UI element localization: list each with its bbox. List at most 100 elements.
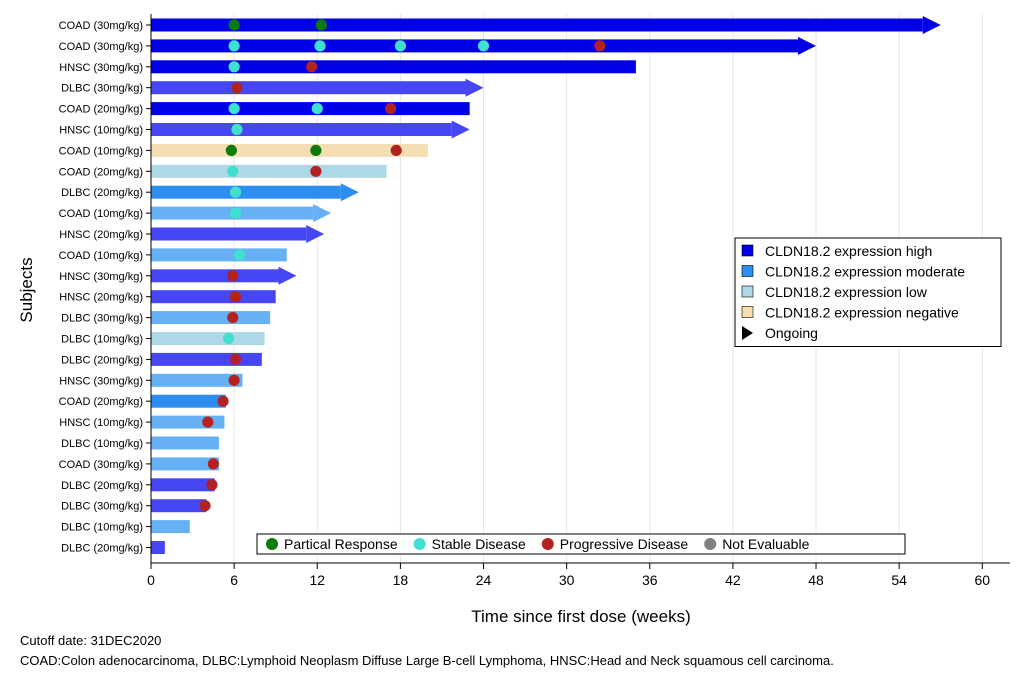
subject-label-5: HNSC (10mg/kg)	[59, 125, 143, 137]
x-axis-label: Time since first dose (weeks)	[471, 607, 690, 626]
response-legend: Partical Response Stable Disease Progressi…	[256, 533, 906, 555]
subject-bar-3	[151, 81, 466, 95]
response-marker-0-0	[228, 19, 240, 31]
response-marker-18-0	[217, 395, 229, 407]
legend-label-PR: Partical Response	[284, 536, 398, 552]
ongoing-arrow-8	[340, 183, 359, 202]
subject-bar-4	[151, 102, 470, 116]
x-tick-label-3: 18	[393, 572, 409, 588]
legend-marker-NE	[704, 538, 717, 550]
ongoing-arrow-10	[306, 225, 325, 243]
ongoing-arrow-0	[922, 16, 941, 34]
legend-label-SD: Stable Disease	[432, 536, 526, 552]
response-marker-6-0	[225, 144, 237, 156]
subject-label-15: DLBC (10mg/kg)	[61, 334, 143, 346]
response-marker-19-0	[202, 416, 214, 428]
subject-bar-5	[151, 123, 452, 136]
response-marker-16-0	[229, 353, 242, 365]
response-marker-23-0	[199, 500, 211, 512]
x-tick-label-8: 48	[808, 572, 824, 588]
response-marker-0-1	[315, 19, 328, 31]
subject-bar-22	[151, 478, 215, 492]
response-marker-4-0	[228, 103, 240, 115]
subject-label-17: HNSC (30mg/kg)	[59, 375, 143, 387]
subject-label-24: DLBC (10mg/kg)	[61, 522, 143, 534]
subject-bar-12	[151, 269, 279, 283]
legend-label-NE: Not Evaluable	[722, 536, 809, 552]
subject-bar-23	[151, 499, 207, 513]
ongoing-arrow-1	[798, 36, 817, 55]
axes: 0 6 12 18 24 30 36 42 48 54 60 COAD (30mg/kg) COAD (…	[59, 14, 1010, 588]
subject-bar-18	[151, 394, 226, 408]
legend-marker-SD	[413, 538, 426, 550]
response-markers	[199, 19, 606, 512]
response-marker-4-2	[385, 103, 397, 115]
subject-bar-7	[151, 164, 387, 178]
response-marker-1-2	[394, 40, 406, 52]
response-marker-1-1	[314, 40, 326, 52]
subject-label-12: HNSC (30mg/kg)	[59, 271, 143, 283]
subject-label-9: COAD (10mg/kg)	[59, 208, 143, 220]
subject-label-10: HNSC (20mg/kg)	[59, 229, 143, 241]
legend-swatch-moderate	[741, 265, 754, 277]
ongoing-arrow-9	[313, 204, 332, 223]
subject-bar-10	[151, 227, 307, 241]
x-tick-label-10: 60	[975, 572, 991, 588]
x-tick-label-5: 30	[559, 572, 575, 588]
x-tick-label-1: 6	[230, 572, 238, 588]
legend-label-negative: CLDN18.2 expression negative	[765, 305, 959, 321]
subject-label-6: COAD (10mg/kg)	[59, 145, 143, 157]
subject-bar-15	[151, 332, 265, 345]
ongoing-arrow-5	[451, 120, 470, 139]
subject-bar-6	[151, 143, 429, 157]
x-tick-label-0: 0	[147, 572, 155, 588]
subject-bar-21	[151, 457, 219, 471]
subject-label-16: DLBC (20mg/kg)	[61, 354, 143, 366]
subject-label-18: COAD (20mg/kg)	[59, 396, 143, 408]
subject-bar-16	[151, 352, 262, 366]
subject-label-23: DLBC (30mg/kg)	[61, 501, 143, 513]
response-marker-15-0	[222, 332, 235, 345]
response-marker-17-0	[228, 374, 240, 386]
legend-swatch-high	[741, 244, 754, 257]
subject-bar-19	[151, 415, 225, 429]
response-marker-2-0	[228, 61, 240, 73]
response-marker-21-0	[207, 458, 219, 470]
legend-label-PD: Progressive Disease	[560, 536, 689, 552]
subject-bar-25	[151, 541, 165, 554]
subject-bar-20	[151, 436, 219, 450]
response-marker-11-0	[234, 249, 246, 261]
x-tick-label-4: 24	[476, 572, 492, 588]
legend-marker-PD	[541, 538, 554, 550]
subject-label-13: HNSC (20mg/kg)	[59, 292, 143, 304]
legend-label-low: CLDN18.2 expression low	[765, 284, 928, 300]
response-marker-5-0	[231, 123, 243, 136]
ongoing-legend-icon	[742, 326, 753, 340]
response-marker-3-0	[231, 82, 243, 94]
response-marker-8-0	[229, 186, 242, 198]
subject-bar-1	[151, 39, 799, 53]
subject-bar-14	[151, 311, 271, 325]
subject-label-21: COAD (30mg/kg)	[59, 459, 143, 471]
legend-label-high: CLDN18.2 expression high	[765, 243, 932, 259]
expression-legend-box	[734, 237, 1002, 347]
subject-label-7: COAD (20mg/kg)	[59, 166, 143, 178]
ongoing-arrow-3	[465, 78, 484, 97]
legend-label-moderate: CLDN18.2 expression moderate	[765, 264, 965, 280]
x-tick-label-7: 42	[725, 572, 741, 588]
response-marker-13-0	[229, 291, 242, 303]
legend-label-ongoing: Ongoing	[765, 325, 818, 341]
subject-label-25: DLBC (20mg/kg)	[61, 543, 143, 555]
subject-label-3: DLBC (30mg/kg)	[61, 83, 143, 95]
subject-bar-17	[151, 373, 243, 387]
subject-label-11: COAD (10mg/kg)	[59, 250, 143, 262]
subject-label-4: COAD (20mg/kg)	[59, 104, 143, 116]
subject-label-8: DLBC (20mg/kg)	[61, 187, 143, 199]
response-marker-12-0	[227, 270, 239, 282]
response-marker-1-4	[594, 40, 606, 52]
response-marker-4-1	[311, 103, 323, 115]
y-axis-label: Subjects	[17, 257, 36, 322]
response-marker-22-0	[206, 479, 218, 491]
subject-label-14: DLBC (30mg/kg)	[61, 313, 143, 325]
